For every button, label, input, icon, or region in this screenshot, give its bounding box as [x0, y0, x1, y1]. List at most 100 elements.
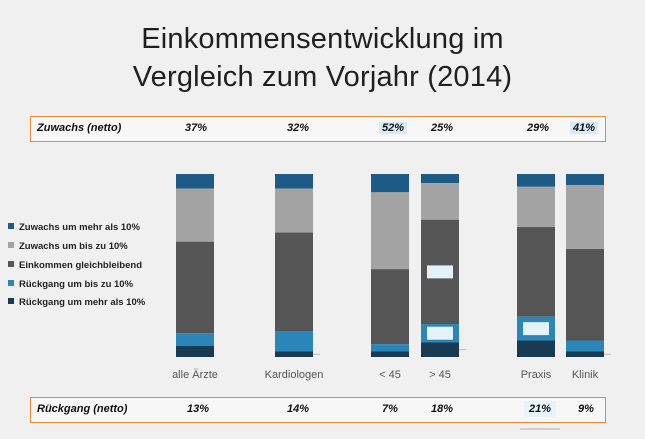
data-label: 3%	[0, 0, 7, 3]
bar-segment	[275, 174, 313, 189]
data-label: 9%	[0, 0, 7, 3]
category-label: alle Ärzte	[172, 369, 218, 381]
zuwachs-netto-value: 37%	[184, 122, 208, 134]
data-label: 6%	[0, 0, 7, 3]
data-label: 3%	[0, 0, 7, 3]
data-label: 54%	[0, 0, 10, 3]
rueckgang-netto-row: Rückgang (netto) 13% 14% 7% 18% 21% 9%	[30, 397, 606, 423]
label-highlight-box	[523, 322, 549, 336]
bar-segment	[517, 174, 555, 187]
data-label: 4%	[0, 0, 7, 3]
legend-label: Einkommen gleichbleibend	[19, 260, 142, 271]
legend-item: Zuwachs um bis zu 10%	[8, 241, 128, 252]
data-label: 10%	[0, 0, 10, 3]
bar-segment	[517, 227, 555, 317]
rueckgang-netto-label: Rückgang (netto)	[37, 403, 128, 415]
legend-swatch	[8, 223, 14, 229]
bar-segment	[566, 184, 604, 250]
legend-swatch	[8, 242, 14, 248]
data-label: 49%	[0, 0, 10, 3]
data-label: 50%	[0, 0, 10, 3]
rueckgang-netto-value: 9%	[578, 403, 594, 415]
legend-item: Zuwachs um mehr als 10%	[8, 222, 140, 233]
data-label: 41%	[0, 0, 10, 3]
title-line-1: Einkommensentwicklung im	[141, 23, 504, 55]
data-label: 3%	[0, 0, 7, 3]
legend-swatch	[8, 280, 14, 286]
bar-segment	[421, 342, 459, 357]
bar-segment	[566, 174, 604, 185]
legend-label: Rückgang um bis zu 10%	[19, 279, 134, 290]
data-label: 7%	[0, 0, 7, 3]
bar-segment	[275, 351, 313, 357]
category-label: Praxis	[521, 369, 552, 381]
bar-segment	[566, 340, 604, 352]
legend-label: Zuwachs um mehr als 10%	[19, 222, 140, 233]
data-label: 6%	[0, 0, 7, 3]
bottom-highlight-line	[520, 428, 560, 430]
data-label: 10%	[0, 0, 10, 3]
bar-segment	[371, 344, 409, 352]
legend-item: Rückgang um bis zu 10%	[8, 279, 133, 290]
bar-segment	[275, 331, 313, 352]
data-label: 13%	[0, 0, 10, 3]
rueckgang-netto-value: 13%	[186, 403, 210, 415]
data-label: 8%	[0, 0, 7, 3]
bar-segment	[371, 192, 409, 270]
bar-segment	[421, 183, 459, 220]
label-highlight-box	[427, 326, 453, 340]
bar-segment	[566, 351, 604, 357]
zuwachs-netto-value: 41%	[569, 122, 599, 134]
rueckgang-netto-value: 7%	[382, 403, 398, 415]
bar-segment	[371, 174, 409, 193]
bar-segment	[176, 174, 214, 189]
data-label: 42%	[0, 0, 10, 3]
bar-segment	[566, 249, 604, 341]
chart-title: Einkommensentwicklung im Vergleich zum V…	[0, 20, 645, 96]
zuwachs-netto-value: 29%	[526, 122, 550, 134]
zuwachs-netto-label: Zuwachs (netto)	[37, 122, 122, 134]
title-line-2: Vergleich zum Vorjahr (2014)	[132, 61, 513, 93]
data-label: 8%	[0, 0, 7, 3]
bar-segment	[517, 340, 555, 357]
bar-segment	[275, 232, 313, 332]
bar-segment	[176, 333, 214, 347]
zuwachs-netto-value: 52%	[378, 122, 408, 134]
bar-segment	[176, 346, 214, 357]
legend-label: Rückgang um mehr als 10%	[19, 297, 146, 308]
category-label: < 45	[379, 369, 401, 381]
category-label: > 45	[429, 369, 451, 381]
data-label: 57%	[0, 0, 10, 3]
data-label: 24%	[0, 0, 10, 3]
category-label: Klinik	[572, 369, 599, 381]
data-label: 35%	[0, 0, 10, 3]
bar-segment	[275, 188, 313, 233]
rueckgang-netto-value: 14%	[286, 403, 310, 415]
category-label: Kardiologen	[265, 369, 324, 381]
legend-swatch	[8, 261, 14, 267]
data-label: 5%	[0, 0, 7, 3]
bar-segment	[371, 269, 409, 345]
data-label: 50%	[0, 0, 10, 3]
bar-segment	[371, 351, 409, 357]
zuwachs-netto-row: Zuwachs (netto) 37% 32% 52% 25% 29% 41%	[30, 116, 606, 142]
data-label: 22%	[0, 0, 10, 3]
bar-segment	[176, 188, 214, 242]
data-label: 20%	[0, 0, 10, 3]
bar-segment	[176, 241, 214, 334]
data-label: 11%	[0, 0, 10, 3]
data-label: 29%	[0, 0, 10, 3]
data-label: 7%	[0, 0, 7, 3]
data-label: 8%	[0, 0, 7, 3]
legend-label: Zuwachs um bis zu 10%	[19, 241, 128, 252]
rueckgang-netto-value: 18%	[430, 403, 454, 415]
zuwachs-netto-value: 32%	[286, 122, 310, 134]
rueckgang-netto-value: 21%	[525, 403, 555, 415]
legend-item: Einkommen gleichbleibend	[8, 260, 142, 271]
legend-item: Rückgang um mehr als 10%	[8, 297, 145, 308]
label-highlight-box	[427, 265, 453, 279]
legend-swatch	[8, 298, 14, 304]
zuwachs-netto-value: 25%	[430, 122, 454, 134]
data-label: 6%	[0, 0, 7, 3]
